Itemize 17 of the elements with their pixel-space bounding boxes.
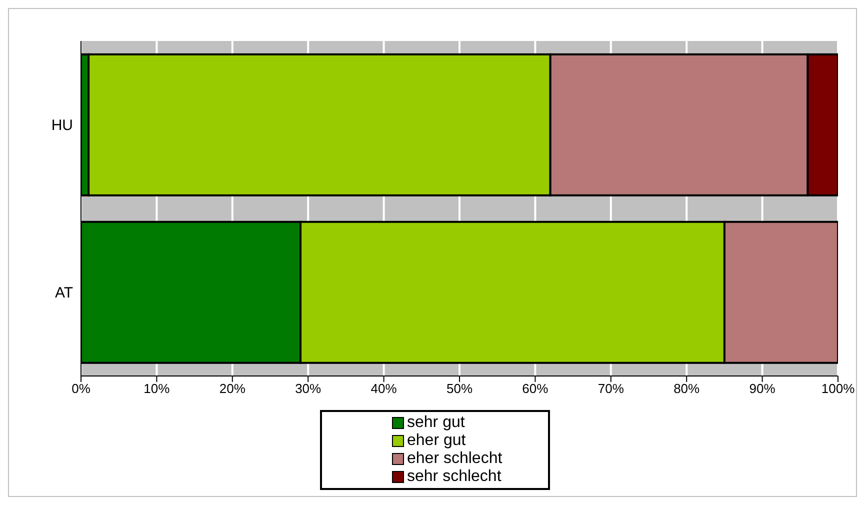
legend-label: sehr gut bbox=[407, 414, 465, 432]
x-tick-label: 100% bbox=[821, 381, 856, 396]
x-tick-label: 60% bbox=[522, 381, 549, 396]
x-tick-label: 30% bbox=[295, 381, 322, 396]
x-tick-label: 70% bbox=[598, 381, 624, 396]
legend-label: eher gut bbox=[407, 432, 466, 450]
x-tick-label: 20% bbox=[219, 381, 246, 396]
y-tick-label: AT bbox=[54, 284, 73, 302]
x-tick-label: 80% bbox=[674, 381, 700, 396]
y-tick-label: HU bbox=[51, 117, 73, 134]
legend-label: sehr schlecht bbox=[407, 468, 502, 486]
x-tick-label: 50% bbox=[446, 381, 473, 396]
x-tick-label: 90% bbox=[749, 381, 776, 396]
x-tick-label: 10% bbox=[144, 381, 170, 396]
x-tick-label: 40% bbox=[370, 381, 398, 396]
x-tick-label: 0% bbox=[72, 381, 91, 396]
legend-label: eher schlecht bbox=[407, 450, 502, 468]
